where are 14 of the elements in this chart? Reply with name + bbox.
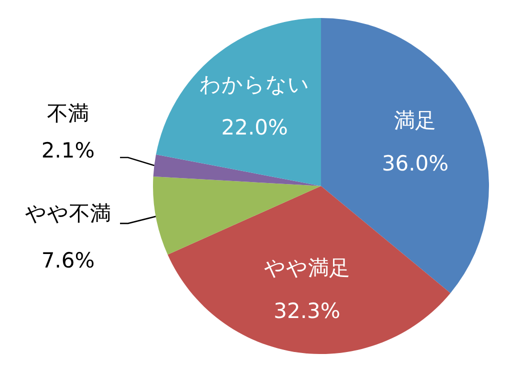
data-label: 36.0% <box>382 152 449 176</box>
pie-slice <box>156 18 321 186</box>
data-label: 2.1% <box>41 138 95 162</box>
slice-label: やや不満 <box>25 201 111 226</box>
data-label: 22.0% <box>221 116 288 140</box>
slice-label: 満足 <box>394 108 436 133</box>
data-label: 32.3% <box>274 299 340 324</box>
slice-label: わからない <box>200 72 310 97</box>
data-label: 7.6% <box>41 248 95 272</box>
pie-slice <box>168 186 450 354</box>
slice-label: 不満 <box>47 101 89 126</box>
pie-slice <box>153 176 321 255</box>
slice-label: やや満足 <box>264 256 350 280</box>
pie-slice <box>153 154 321 186</box>
